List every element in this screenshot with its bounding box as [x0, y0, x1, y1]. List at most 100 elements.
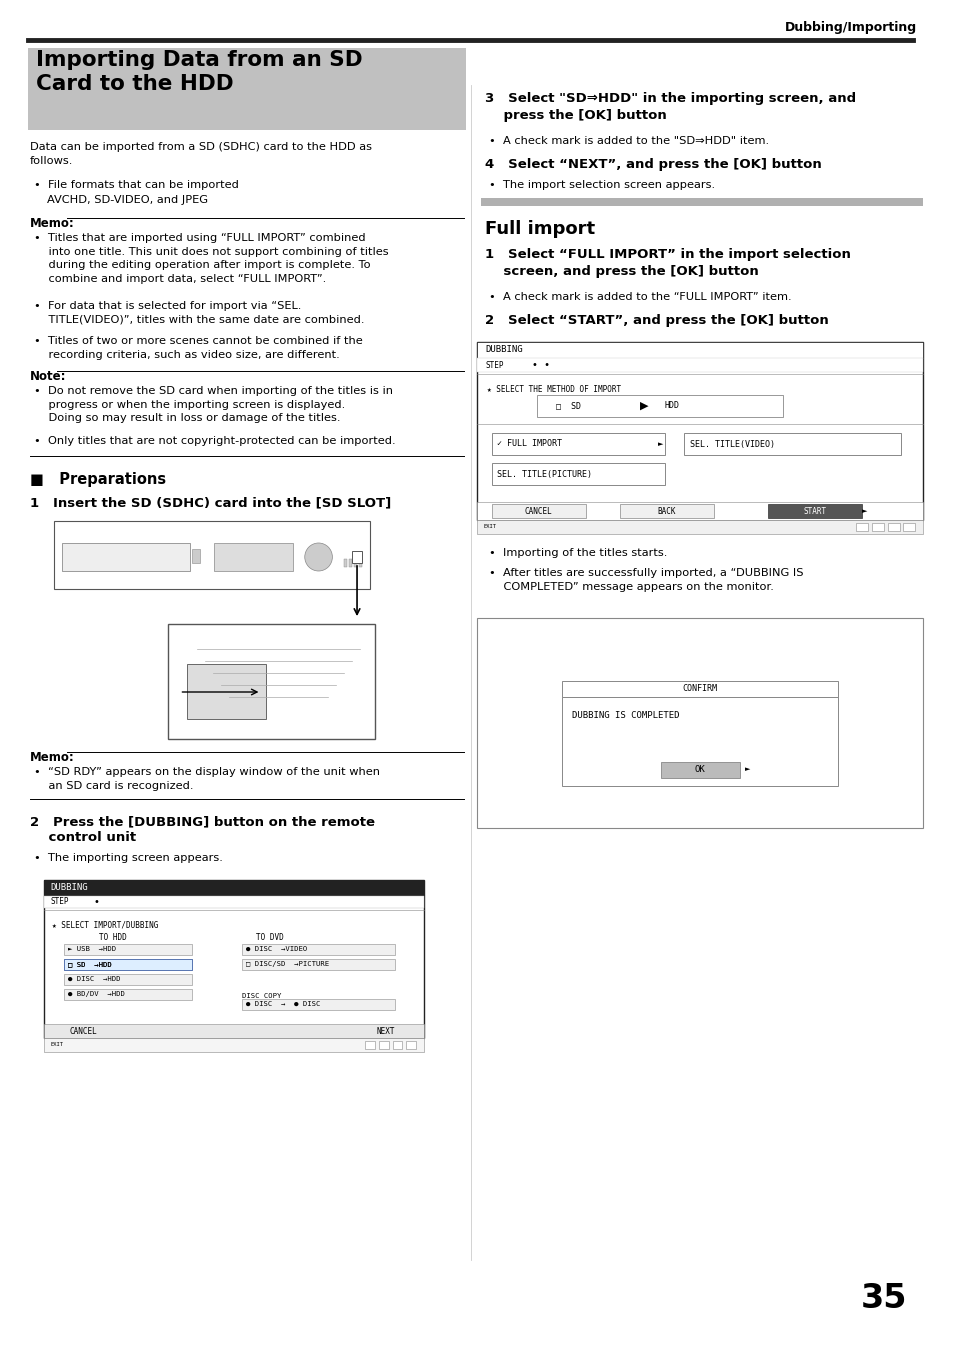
Text: •  A check mark is added to the "SD⇒HDD" item.: • A check mark is added to the "SD⇒HDD" … — [489, 136, 768, 146]
Text: •  Importing of the titles starts.: • Importing of the titles starts. — [489, 548, 667, 558]
FancyBboxPatch shape — [492, 433, 664, 455]
Bar — [354, 559, 356, 567]
FancyBboxPatch shape — [64, 944, 193, 954]
FancyBboxPatch shape — [64, 990, 193, 1000]
Text: •  After titles are successfully imported, a “DUBBING IS
    COMPLETED” message : • After titles are successfully imported… — [489, 568, 802, 591]
Text: OK: OK — [694, 765, 705, 774]
Text: •  “SD RDY” appears on the display window of the unit when
    an SD card is rec: • “SD RDY” appears on the display window… — [33, 767, 379, 791]
Bar — [45, 896, 424, 909]
FancyBboxPatch shape — [241, 958, 395, 971]
Text: •  For data that is selected for import via “SEL.
    TITLE(VIDEO)”, titles with: • For data that is selected for import v… — [33, 301, 364, 324]
Text: EXIT: EXIT — [51, 1042, 63, 1048]
Text: •  •: • • — [531, 360, 549, 370]
Text: 4   Select “NEXT”, and press the [OK] button: 4 Select “NEXT”, and press the [OK] butt… — [485, 158, 821, 171]
FancyBboxPatch shape — [561, 697, 838, 786]
Text: Full import: Full import — [485, 220, 595, 238]
Circle shape — [304, 543, 332, 571]
Text: NEXT: NEXT — [375, 1026, 395, 1035]
Text: 3   Select "SD⇒HDD" in the importing screen, and
    press the [OK] button: 3 Select "SD⇒HDD" in the importing scree… — [485, 92, 856, 122]
Bar — [855, 522, 867, 531]
Text: CANCEL: CANCEL — [69, 1026, 96, 1035]
Bar — [476, 502, 923, 520]
Bar — [193, 549, 200, 563]
Text: 1   Insert the SD (SDHC) card into the [SD SLOT]: 1 Insert the SD (SDHC) card into the [SD… — [30, 495, 391, 509]
Text: Memo:: Memo: — [30, 217, 74, 230]
Bar — [352, 551, 361, 563]
Text: Dubbing/Importing: Dubbing/Importing — [784, 22, 916, 35]
Bar — [365, 1041, 375, 1049]
Text: ● DISC  →  ● DISC: ● DISC → ● DISC — [245, 1000, 319, 1007]
FancyBboxPatch shape — [660, 761, 739, 778]
Text: CONFIRM: CONFIRM — [682, 684, 717, 693]
Text: Note:: Note: — [30, 370, 66, 383]
Text: ►: ► — [744, 767, 749, 772]
FancyBboxPatch shape — [767, 504, 862, 518]
Text: 1   Select “FULL IMPORT” in the import selection
    screen, and press the [OK] : 1 Select “FULL IMPORT” in the import sel… — [485, 248, 850, 278]
Text: Importing Data from an SD
Card to the HDD: Importing Data from an SD Card to the HD… — [35, 50, 362, 94]
Text: □ DISC/SD  →PICTURE: □ DISC/SD →PICTURE — [245, 961, 329, 967]
Text: ● DISC  →VIDEO: ● DISC →VIDEO — [245, 946, 307, 952]
FancyBboxPatch shape — [45, 880, 424, 1038]
Text: •  Titles of two or more scenes cannot be combined if the
    recording criteria: • Titles of two or more scenes cannot be… — [33, 336, 362, 359]
Text: •: • — [93, 896, 99, 907]
Text: Data can be imported from a SD (SDHC) card to the HDD as
follows.: Data can be imported from a SD (SDHC) ca… — [30, 142, 372, 166]
Text: STEP: STEP — [485, 360, 503, 370]
Text: ► USB  →HDD: ► USB →HDD — [68, 946, 116, 952]
Text: ►: ► — [658, 441, 662, 447]
Text: 2   Press the [DUBBING] button on the remote
    control unit: 2 Press the [DUBBING] button on the remo… — [30, 815, 375, 844]
Bar — [902, 522, 914, 531]
Bar — [62, 543, 191, 571]
FancyBboxPatch shape — [241, 944, 395, 954]
Bar — [45, 880, 424, 896]
Bar — [344, 559, 347, 567]
Text: □ SD  →HDD: □ SD →HDD — [68, 961, 112, 967]
Bar — [45, 1025, 424, 1038]
Text: STEP: STEP — [51, 898, 69, 906]
Bar — [476, 520, 923, 535]
Bar — [481, 198, 923, 207]
Text: BACK: BACK — [657, 506, 676, 516]
Bar — [392, 1041, 402, 1049]
Text: DUBBING IS COMPLETED: DUBBING IS COMPLETED — [572, 711, 679, 720]
FancyBboxPatch shape — [619, 504, 714, 518]
Text: ▶: ▶ — [639, 401, 648, 410]
Text: DISC COPY: DISC COPY — [241, 994, 281, 999]
Bar — [378, 1041, 388, 1049]
Text: ● BD/DV  →HDD: ● BD/DV →HDD — [68, 991, 125, 998]
FancyBboxPatch shape — [492, 504, 585, 518]
Bar — [406, 1041, 416, 1049]
Bar — [45, 1038, 424, 1052]
Text: •  A check mark is added to the “FULL IMPORT” item.: • A check mark is added to the “FULL IMP… — [489, 292, 791, 302]
Text: AVCHD, SD-VIDEO, and JPEG: AVCHD, SD-VIDEO, and JPEG — [48, 194, 208, 205]
Text: ★ SELECT THE METHOD OF IMPORT: ★ SELECT THE METHOD OF IMPORT — [487, 385, 620, 394]
FancyBboxPatch shape — [476, 618, 923, 828]
Text: TO DVD: TO DVD — [256, 933, 284, 942]
FancyBboxPatch shape — [561, 680, 838, 697]
Text: •  The importing screen appears.: • The importing screen appears. — [33, 853, 222, 863]
Text: •  File formats that can be imported: • File formats that can be imported — [33, 180, 238, 190]
FancyBboxPatch shape — [241, 999, 395, 1010]
Text: CANCEL: CANCEL — [524, 506, 552, 516]
Bar — [886, 522, 899, 531]
Text: □ SD  →HDD: □ SD →HDD — [68, 961, 112, 967]
FancyBboxPatch shape — [187, 664, 266, 720]
FancyBboxPatch shape — [64, 973, 193, 985]
Text: SEL. TITLE(PICTURE): SEL. TITLE(PICTURE) — [497, 470, 592, 478]
Text: EXIT: EXIT — [483, 525, 496, 529]
Text: ►: ► — [862, 508, 866, 514]
Text: DUBBING: DUBBING — [51, 883, 88, 892]
Text: •  Titles that are imported using “FULL IMPORT” combined
    into one title. Thi: • Titles that are imported using “FULL I… — [33, 234, 388, 284]
Bar — [64, 958, 193, 971]
Bar — [476, 358, 923, 373]
FancyBboxPatch shape — [683, 433, 901, 455]
Text: 2   Select “START”, and press the [OK] button: 2 Select “START”, and press the [OK] but… — [485, 315, 828, 327]
FancyBboxPatch shape — [54, 521, 370, 589]
Text: START: START — [802, 506, 825, 516]
Bar — [358, 559, 361, 567]
Text: DUBBING: DUBBING — [485, 346, 522, 355]
Text: TO HDD: TO HDD — [98, 933, 126, 942]
FancyBboxPatch shape — [28, 49, 465, 130]
Bar — [476, 342, 923, 358]
FancyBboxPatch shape — [492, 463, 664, 485]
FancyBboxPatch shape — [536, 396, 782, 417]
